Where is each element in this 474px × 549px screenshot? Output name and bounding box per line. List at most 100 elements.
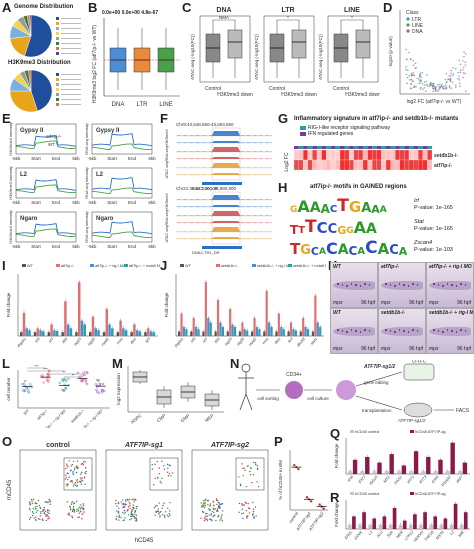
point	[462, 68, 464, 71]
annotation-bar	[372, 146, 377, 149]
motif-info: Stat P-value: 1e-165	[414, 219, 453, 233]
point	[425, 90, 427, 93]
facs-event	[252, 510, 255, 513]
legend-label: atf7ip-/- + rig-I MO	[95, 264, 126, 268]
track-signal	[176, 173, 272, 175]
annotation-bar	[409, 146, 414, 149]
bar	[453, 503, 458, 529]
bar	[116, 332, 120, 336]
facs-event	[204, 502, 206, 504]
axis-label: ATAC-seq (-log10(FC))	[254, 34, 259, 80]
panel-j-barchart: Fold change WT setdb1b-/- setdb1b-/- + rig-…	[164, 264, 331, 348]
x-tick: -5kb	[12, 244, 21, 249]
bar	[190, 331, 193, 336]
heatmap-cell	[358, 159, 364, 171]
data-point	[64, 386, 68, 390]
y-label: -log10 (p-value)	[388, 36, 393, 68]
zebrafish-image: atf7ip-/- + rig-I MO mpx 96 hpf	[426, 262, 474, 308]
facs-event	[72, 507, 75, 510]
group-title: LINE	[344, 7, 360, 14]
x-category: Control	[269, 86, 285, 92]
point	[415, 86, 417, 88]
point	[455, 84, 457, 87]
facs-event	[219, 506, 221, 508]
tile-gene: mpx	[381, 300, 391, 306]
panel-f: Chr9:43,648,550-43,653,550 Chr21:35,677,8…	[162, 120, 276, 256]
facs-event	[154, 514, 156, 516]
cfu-dish	[403, 363, 435, 381]
point	[462, 72, 465, 74]
facs-event	[243, 467, 245, 469]
bar	[182, 327, 186, 336]
zebrafish-image: WT mpx 96 hpf	[330, 262, 378, 308]
point	[405, 48, 408, 51]
facs-event	[171, 472, 174, 474]
facs-event	[164, 511, 167, 513]
data-point	[293, 463, 296, 467]
facs-event	[201, 504, 203, 506]
facs-event	[76, 478, 78, 481]
motif-letter: C	[325, 238, 338, 258]
y-label: % of hCD45+ in BM	[278, 460, 283, 500]
facs-event	[73, 469, 76, 471]
row-title: Ngaro	[96, 216, 114, 222]
facs-event	[247, 515, 249, 517]
facs-event	[47, 515, 49, 518]
row-title: Gypsy II	[96, 128, 120, 134]
facs-event	[203, 504, 205, 506]
facs-event	[66, 472, 69, 474]
category-label: RSAD2	[441, 474, 453, 487]
facs-event	[47, 510, 49, 512]
facs-event	[28, 518, 31, 520]
category-label: IFIT1	[406, 475, 415, 484]
facs-event	[151, 468, 154, 470]
facs-gate	[149, 457, 179, 491]
annotation-bar	[294, 146, 299, 149]
category-label: GMP	[180, 413, 191, 423]
bar	[319, 327, 322, 336]
mpx-cell	[416, 284, 419, 286]
facs-event	[161, 477, 163, 480]
facs-event	[218, 502, 221, 504]
point	[439, 85, 442, 88]
facs-event	[168, 473, 171, 475]
bar	[238, 331, 242, 336]
tile-title: atf7ip-/-	[381, 264, 400, 270]
step-label: ATF7IP-sg1/2	[363, 364, 396, 370]
panel-o-facs: control ATF7IP-sg1 ATF7IP-sg2 hCD45 mCD45	[7, 442, 269, 544]
facs-event	[127, 508, 129, 511]
facs-event	[72, 460, 75, 463]
point	[420, 80, 422, 83]
mpx-cell	[364, 283, 366, 285]
heatmap-cell	[376, 159, 382, 171]
heatmap-cell	[316, 159, 322, 171]
x-tick: -5kb	[88, 200, 97, 205]
point	[423, 81, 426, 84]
facs-event	[205, 498, 207, 501]
point	[459, 69, 462, 71]
point	[445, 72, 448, 75]
point	[423, 87, 426, 89]
x-tick: End	[128, 200, 137, 205]
bar	[47, 332, 51, 336]
bar	[214, 331, 217, 336]
zebrafish-image: setdb1b-/- + rig-I MO mpx 96 hpf	[426, 308, 474, 354]
facs-event	[48, 510, 50, 512]
point	[433, 85, 435, 88]
track-signal	[176, 211, 272, 216]
facs-event	[131, 499, 133, 501]
facs-event	[243, 504, 245, 506]
heatmap-cell	[353, 159, 359, 171]
facs-event	[213, 508, 215, 511]
heatmap-cell	[307, 159, 313, 171]
data-point	[61, 388, 64, 392]
category-label: irf7	[48, 336, 55, 343]
facs-event	[66, 485, 69, 487]
facs-event	[73, 509, 76, 511]
facs-event	[74, 482, 77, 484]
track-signal	[176, 147, 272, 152]
facs-event	[158, 467, 160, 469]
facs-event	[82, 461, 85, 463]
data-point	[23, 389, 27, 393]
mpx-cell	[359, 285, 362, 287]
